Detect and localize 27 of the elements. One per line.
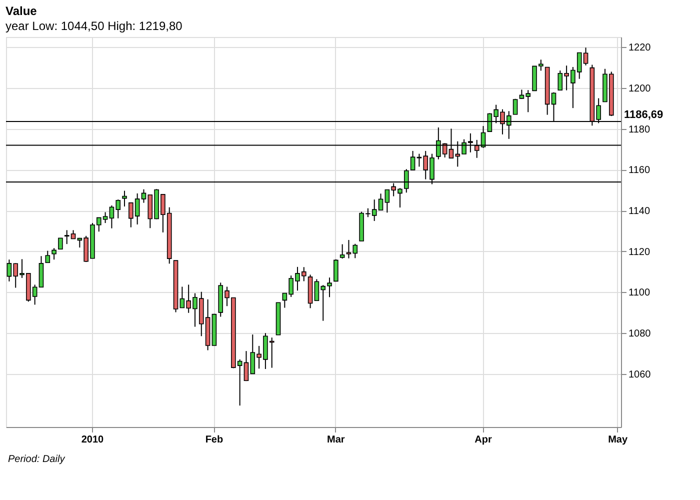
- candlestick: [410, 150, 416, 170]
- candlestick: [45, 250, 50, 264]
- candlestick: [38, 256, 44, 288]
- y-tick-label: 1120: [628, 246, 650, 258]
- x-tick-label: Apr: [474, 434, 492, 446]
- y-tick-label: 1180: [628, 124, 650, 136]
- y-tick-label: 1140: [628, 206, 650, 218]
- candlestick: [52, 248, 56, 260]
- y-tick-label: 1220: [628, 42, 652, 54]
- candlestick: [58, 238, 63, 250]
- y-tick-label: 1080: [628, 328, 652, 340]
- text: Period: Daily: [8, 454, 66, 465]
- x-tick-label: Mar: [327, 434, 345, 446]
- x-tick-label: 2010: [81, 434, 104, 446]
- chart-subtitle: year Low: 1044,50 High: 1219,80: [6, 19, 183, 33]
- x-tick-label: Feb: [205, 434, 224, 446]
- y-tick-label: 1160: [628, 165, 650, 176]
- candlestick: [512, 98, 518, 115]
- candlestick: [334, 258, 338, 282]
- chart-title: Value: [6, 4, 38, 18]
- candlestick: [122, 190, 127, 207]
- candlestick: [340, 244, 345, 260]
- y-tick-label: 1200: [628, 84, 652, 95]
- text: 1186,69: [624, 109, 664, 122]
- x-tick-label: May: [608, 434, 628, 446]
- y-tick-label: 1060: [628, 369, 652, 380]
- y-tick-label: 1100: [628, 288, 650, 299]
